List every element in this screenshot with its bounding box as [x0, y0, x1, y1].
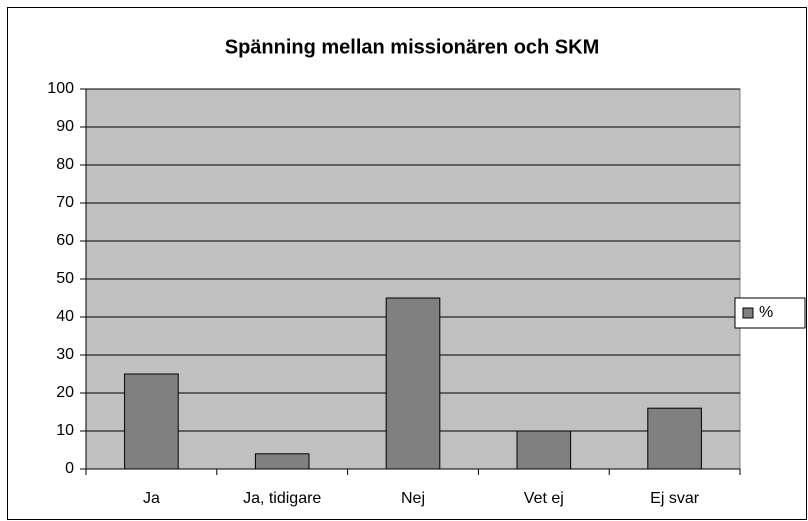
y-tick-label: 40 [56, 308, 74, 325]
y-tick-label: 50 [56, 270, 74, 287]
bar [647, 407, 702, 470]
bar [516, 430, 572, 470]
bar [385, 297, 441, 470]
y-tick-label: 80 [56, 156, 74, 173]
x-tick-label: Ja [143, 490, 160, 507]
legend-swatch [742, 307, 754, 319]
y-tick-label: 70 [56, 194, 74, 211]
x-tick-label: Ej svar [650, 490, 700, 507]
x-tick-label: Nej [401, 490, 425, 507]
y-tick-label: 20 [56, 384, 74, 401]
x-tick-label: Vet ej [524, 490, 564, 507]
bar [254, 453, 310, 470]
y-tick-label: 0 [65, 460, 74, 477]
y-tick-label: 60 [56, 232, 74, 249]
chart-title: Spänning mellan missionären och SKM [225, 36, 600, 58]
y-tick-label: 90 [56, 118, 74, 135]
bar [124, 373, 179, 470]
x-tick-label: Ja, tidigare [243, 490, 321, 507]
legend-label: % [759, 304, 773, 321]
y-tick-label: 10 [56, 422, 74, 439]
y-tick-label: 30 [56, 346, 74, 363]
y-tick-label: 100 [47, 80, 74, 97]
